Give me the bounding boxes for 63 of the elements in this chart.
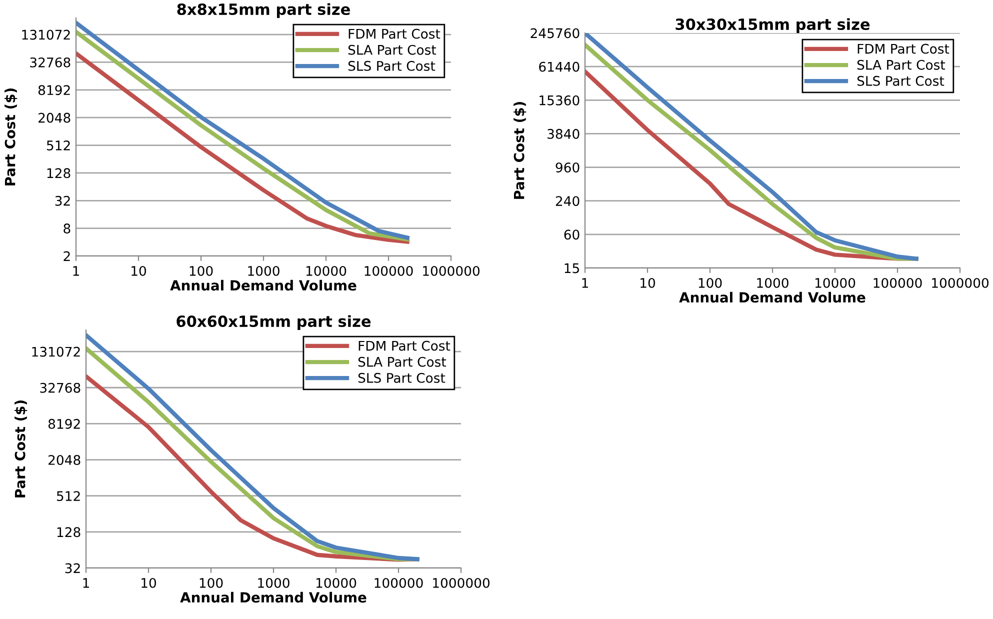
x-tick-label: 10 — [640, 278, 656, 288]
y-tick-label: 15 — [564, 263, 579, 274]
y-axis-title: Part Cost ($) — [14, 400, 28, 498]
x-tick-label: 10 — [142, 578, 156, 588]
x-tick-label: 100 — [698, 278, 722, 288]
y-tick-label: 32 — [65, 563, 80, 574]
legend-label: SLS Part Cost — [358, 372, 446, 383]
y-tick-label: 512 — [56, 491, 80, 502]
y-tick-label: 128 — [57, 527, 80, 538]
y-tick-label: 128 — [47, 168, 70, 178]
legend-label: FDM Part Cost — [358, 340, 450, 351]
y-tick-label: 32 — [55, 196, 70, 206]
x-tick-label: 1000 — [258, 578, 290, 588]
y-tick-label: 960 — [556, 162, 580, 172]
legend-label: SLA Part Cost — [857, 60, 946, 70]
x-axis-title: Annual Demand Volume — [180, 592, 366, 603]
y-tick-label: 61440 — [539, 62, 580, 72]
legend-label: FDM Part Cost — [348, 28, 440, 39]
x-tick-label: 1 — [582, 278, 588, 288]
x-tick-label: 1 — [83, 578, 89, 588]
x-tick-label: 100000 — [874, 278, 922, 288]
legend-label: SLS Part Cost — [348, 60, 436, 71]
legend-label: SLA Part Cost — [358, 356, 446, 367]
legend-label: SLS Part Cost — [857, 76, 944, 86]
y-tick-label: 512 — [46, 140, 70, 150]
chart-title: 8x8x15mm part size — [177, 3, 350, 18]
x-tick-label: 100 — [200, 578, 223, 588]
y-tick-label: 8192 — [38, 85, 70, 96]
y-tick-label: 32768 — [40, 382, 80, 393]
x-tick-label: 1000 — [248, 266, 280, 276]
y-tick-label: 2048 — [48, 454, 80, 465]
chart-title: 60x60x15mm part size — [176, 315, 371, 330]
x-tick-label: 10 — [132, 266, 146, 276]
y-tick-label: 32768 — [30, 57, 70, 68]
legend-label: FDM Part Cost — [858, 44, 950, 54]
x-tick-label: 1000000 — [433, 578, 490, 588]
x-tick-label: 10000 — [306, 266, 346, 276]
y-tick-label: 245760 — [530, 28, 580, 38]
x-axis-title: Annual Demand Volume — [679, 292, 866, 303]
x-tick-label: 10000 — [316, 578, 356, 588]
x-axis-title: Annual Demand Volume — [170, 280, 356, 291]
y-tick-label: 3840 — [548, 128, 580, 139]
y-axis-title: Part Cost ($) — [514, 102, 526, 199]
y-tick-label: 240 — [556, 196, 580, 206]
legend-label: SLA Part Cost — [348, 44, 436, 55]
x-tick-label: 10000 — [815, 278, 856, 288]
y-tick-label: 60 — [564, 230, 580, 240]
chart-title: 30x30x15mm part size — [676, 18, 870, 33]
y-tick-label: 2 — [64, 251, 70, 262]
x-tick-label: 100 — [190, 266, 213, 276]
x-tick-label: 100000 — [364, 266, 413, 276]
y-tick-label: 131072 — [22, 30, 70, 40]
x-tick-label: 1 — [73, 266, 79, 276]
y-tick-label: 15360 — [540, 95, 580, 106]
x-tick-label: 1000000 — [423, 266, 480, 276]
x-tick-label: 1000 — [757, 278, 788, 288]
y-tick-label: 8 — [64, 224, 70, 234]
y-tick-label: 131072 — [32, 346, 80, 357]
x-tick-label: 1000000 — [932, 278, 989, 288]
y-tick-label: 8192 — [48, 418, 80, 429]
y-tick-label: 2048 — [38, 112, 70, 123]
y-axis-title: Part Cost ($) — [4, 88, 18, 186]
x-tick-label: 100000 — [374, 578, 423, 588]
